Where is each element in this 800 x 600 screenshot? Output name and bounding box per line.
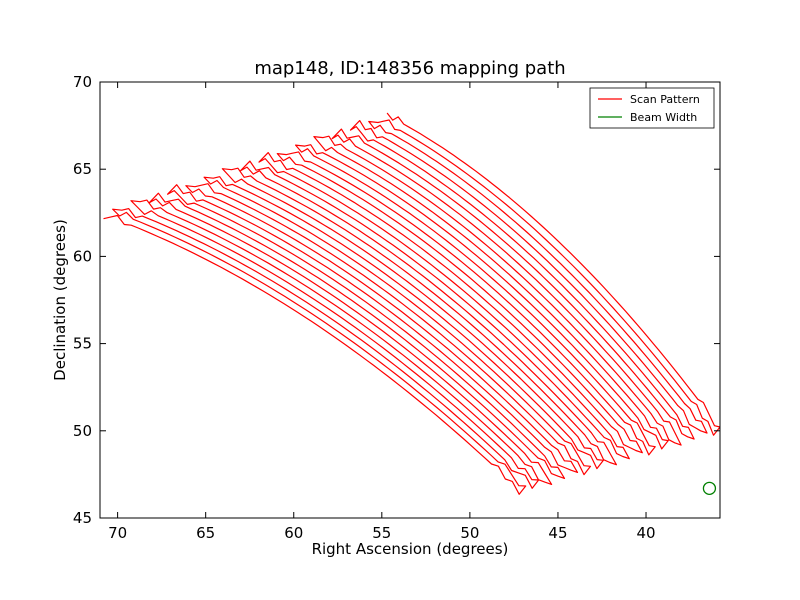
x-tick-label: 50 bbox=[460, 524, 479, 542]
x-tick-label: 70 bbox=[108, 524, 127, 542]
x-tick-label: 65 bbox=[196, 524, 215, 542]
y-tick-label: 45 bbox=[73, 509, 92, 527]
x-tick-label: 40 bbox=[636, 524, 655, 542]
scan-pattern-line bbox=[103, 112, 720, 495]
x-axis-label: Right Ascension (degrees) bbox=[312, 540, 509, 558]
plot-frame bbox=[99, 81, 721, 519]
y-axis-ticks: 45 50 55 60 65 70 bbox=[73, 73, 720, 527]
beam-width-marker bbox=[702, 481, 717, 496]
x-tick-label: 55 bbox=[372, 524, 391, 542]
legend-label-scan-pattern: Scan Pattern bbox=[630, 93, 700, 106]
chart-title: map148, ID:148356 mapping path bbox=[254, 58, 565, 79]
legend-label-beam-width: Beam Width bbox=[630, 111, 697, 124]
plot-area bbox=[99, 81, 721, 519]
legend-box bbox=[589, 87, 715, 129]
beam-width-series bbox=[702, 481, 717, 496]
x-axis-ticks: 70 65 60 55 50 45 40 bbox=[108, 82, 656, 542]
y-tick-label: 65 bbox=[73, 160, 92, 178]
x-tick-label: 45 bbox=[548, 524, 567, 542]
y-axis-label: Declination (degrees) bbox=[51, 219, 69, 381]
y-tick-label: 70 bbox=[73, 73, 92, 91]
scan-pattern-series bbox=[103, 112, 720, 495]
y-tick-label: 60 bbox=[73, 247, 92, 265]
x-tick-label: 60 bbox=[284, 524, 303, 542]
legend: Scan Pattern Beam Width bbox=[589, 87, 715, 129]
y-tick-label: 50 bbox=[73, 422, 92, 440]
y-tick-label: 55 bbox=[73, 335, 92, 353]
